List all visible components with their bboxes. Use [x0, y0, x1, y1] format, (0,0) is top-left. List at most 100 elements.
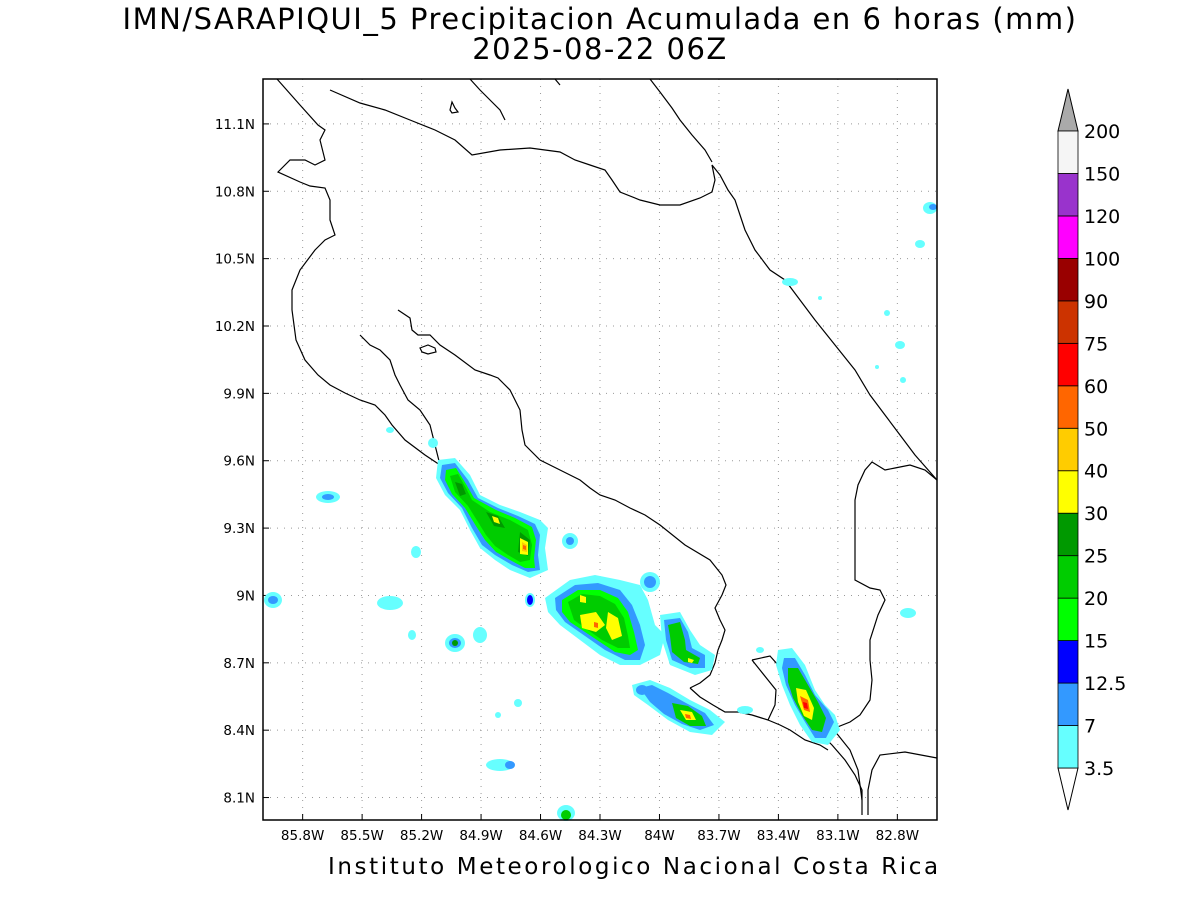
rain-contour-30	[688, 658, 694, 663]
rain-cell-small	[756, 647, 764, 653]
rain-cell-small	[644, 576, 656, 588]
rain-contour-50	[523, 545, 526, 550]
rain-cell-small	[818, 296, 822, 300]
colorbar-swatch	[1057, 682, 1079, 726]
lat-tick-label: 8.4N	[223, 723, 255, 739]
colorbar-legend: 3.5 7 12.5 15 20 25 30 40 50 60 75 90 100 120 150 200	[1057, 88, 1126, 811]
lat-tick-label: 11.1N	[215, 117, 255, 133]
colorbar-level-label: 15	[1084, 631, 1108, 653]
colorbar-level-label: 150	[1084, 163, 1120, 185]
rain-cell-small	[505, 761, 515, 769]
lat-tick-label: 9.6N	[223, 454, 255, 470]
rain-cell-small	[377, 596, 403, 610]
lat-tick-label: 9N	[236, 588, 255, 604]
precipitation-field	[264, 202, 937, 821]
rain-cell-small	[561, 810, 571, 820]
colorbar-level-label: 3.5	[1084, 758, 1114, 780]
rain-cell-central-band	[545, 575, 715, 675]
colorbar-level-label: 200	[1084, 121, 1120, 143]
rain-contour-50	[594, 622, 598, 628]
lat-tick-label: 9.3N	[223, 521, 255, 537]
rain-cell-small	[900, 608, 916, 618]
rain-cell-nw-band	[436, 458, 548, 578]
rain-cell-osa	[632, 680, 725, 735]
rain-cell-small	[268, 596, 278, 604]
lat-tick-label: 8.1N	[223, 791, 255, 807]
rain-cell-small	[875, 365, 879, 369]
latitude-tick-labels: 11.1N 10.8N 10.5N 10.2N 9.9N 9.6N 9.3N 9N 8.7N 8.…	[215, 117, 255, 807]
colorbar-swatch	[1057, 640, 1079, 684]
colorbar-level-label: 25	[1084, 546, 1108, 568]
rain-cell-small	[452, 640, 458, 646]
rain-cell-small	[566, 537, 574, 545]
rain-cell-small	[782, 278, 798, 286]
colorbar-swatch	[1057, 725, 1079, 769]
rain-cell-small	[884, 310, 890, 316]
lat-tick-label: 10.8N	[215, 184, 255, 200]
rain-cell-small	[408, 630, 416, 640]
lat-tick-label: 9.9N	[223, 386, 255, 402]
colorbar-level-label: 75	[1084, 333, 1108, 355]
nicaragua-north-shore	[469, 78, 713, 163]
lon-tick-label: 83.1W	[816, 828, 859, 844]
colorbar-swatch	[1057, 385, 1079, 429]
nicaragua-lake-shore	[276, 78, 441, 466]
footer-credit: Instituto Meteorologico Nacional Costa R…	[328, 854, 941, 880]
lon-tick-label: 83.7W	[697, 828, 740, 844]
rain-cell-small	[929, 204, 937, 210]
rain-contour-50	[685, 714, 691, 719]
ometepe-island	[449, 100, 460, 114]
rain-cell-small	[915, 240, 925, 248]
colorbar-above-arrow	[1057, 88, 1079, 132]
rain-contour-20	[668, 622, 700, 664]
rain-cell-small	[495, 712, 501, 718]
colorbar-level-label: 7	[1084, 716, 1096, 738]
rain-cell-small	[527, 595, 533, 605]
map-area: 85.8W 85.5W 85.2W 84.9W 84.6W 84.3W 84W 83.7W 83…	[215, 78, 938, 844]
colorbar-level-label: 120	[1084, 206, 1120, 228]
lon-tick-label: 85.8W	[281, 828, 324, 844]
map-frame	[262, 78, 938, 821]
chart-title: IMN/SARAPIQUI_5 Precipitacion Acumulada …	[122, 2, 1078, 36]
osa-peninsula	[689, 659, 829, 751]
rain-cell-small	[411, 546, 421, 558]
colorbar-swatch	[1057, 215, 1079, 259]
lon-tick-label: 84.9W	[459, 828, 502, 844]
chira-island	[419, 344, 437, 355]
colorbar-swatch	[1057, 470, 1079, 514]
colorbar-level-label: 40	[1084, 461, 1108, 483]
colorbar-swatch	[1057, 427, 1079, 472]
rain-contour-60	[803, 702, 808, 709]
rain-cell-small	[514, 699, 522, 707]
lon-tick-label: 85.5W	[340, 828, 383, 844]
lon-tick-label: 85.2W	[400, 828, 443, 844]
colorbar-level-label: 50	[1084, 418, 1108, 440]
rain-cell-small	[636, 685, 648, 695]
colorbar-swatch	[1057, 597, 1079, 642]
rain-cell-small	[895, 341, 905, 349]
map-grid	[263, 79, 937, 820]
colorbar-swatch	[1057, 130, 1079, 174]
rain-cell-small	[428, 438, 438, 448]
colorbar-level-label: 30	[1084, 503, 1108, 525]
colorbar-swatch	[1057, 555, 1079, 599]
lon-tick-label: 84.6W	[519, 828, 562, 844]
north-coast	[329, 89, 938, 481]
lat-tick-label: 10.5N	[215, 252, 255, 268]
rain-contour-25	[455, 482, 530, 556]
lat-tick-label: 10.2N	[215, 319, 255, 335]
colorbar-swatch	[1057, 300, 1079, 344]
colorbar-below-arrow	[1057, 767, 1079, 811]
nicoya-gulf-shore	[359, 309, 727, 689]
rain-cell-southeast	[776, 648, 840, 745]
chart-subtitle: 2025-08-22 06Z	[472, 32, 728, 66]
lon-tick-label: 82.8W	[876, 828, 919, 844]
rain-contour-30	[580, 595, 622, 640]
rain-cell-small	[737, 706, 753, 714]
longitude-tick-labels: 85.8W 85.5W 85.2W 84.9W 84.6W 84.3W 84W 83.7W 83…	[281, 828, 919, 844]
map-background	[263, 79, 937, 820]
lon-tick-label: 84W	[644, 828, 675, 844]
colorbar-level-label: 20	[1084, 588, 1108, 610]
colorbar-level-label: 12.5	[1084, 673, 1126, 695]
